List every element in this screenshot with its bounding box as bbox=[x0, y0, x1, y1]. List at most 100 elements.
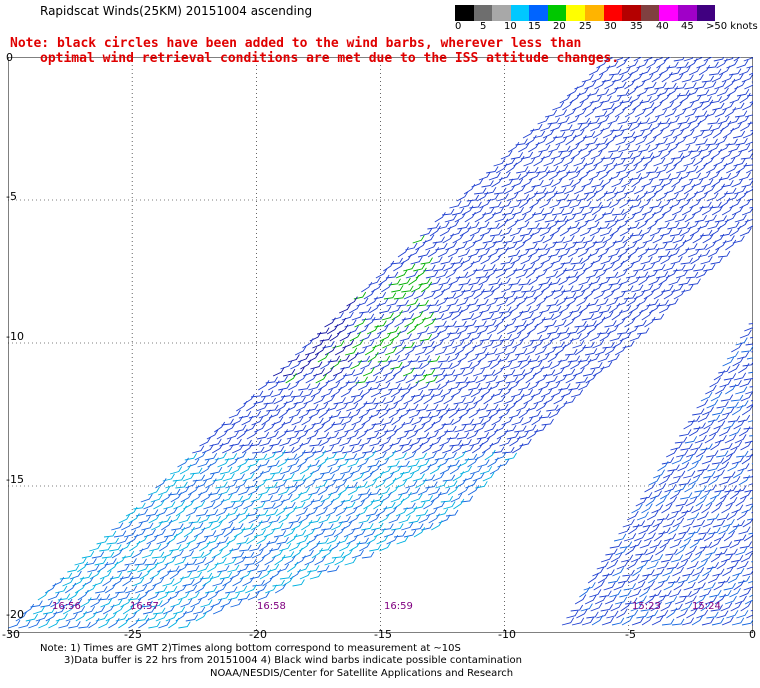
wind-barb bbox=[681, 454, 694, 465]
wind-barb bbox=[480, 361, 493, 370]
wind-barb bbox=[392, 339, 405, 349]
wind-barb bbox=[694, 533, 707, 542]
wind-barb bbox=[702, 518, 715, 528]
colorbar-swatch bbox=[696, 5, 716, 21]
wind-barb bbox=[327, 458, 340, 468]
wind-barb bbox=[401, 285, 414, 293]
wind-barb bbox=[699, 96, 712, 104]
wind-barb bbox=[580, 603, 593, 612]
wind-barb bbox=[285, 373, 297, 384]
wind-barb bbox=[680, 602, 693, 612]
wind-barb bbox=[354, 422, 366, 433]
wind-barb bbox=[736, 450, 749, 458]
wind-barb bbox=[474, 423, 486, 433]
wind-barb bbox=[696, 559, 708, 570]
wind-barb bbox=[686, 560, 699, 570]
wind-barb bbox=[475, 243, 488, 251]
wind-barb bbox=[646, 58, 658, 69]
wind-barb bbox=[457, 352, 469, 363]
wind-barb bbox=[662, 567, 675, 577]
wind-barb bbox=[706, 611, 719, 619]
wind-barb bbox=[237, 486, 250, 496]
wind-barb bbox=[468, 408, 481, 419]
wind-barb bbox=[260, 495, 273, 503]
wind-barb bbox=[484, 212, 496, 223]
colorbar-label: 30 bbox=[604, 21, 617, 32]
colorbar-label: 45 bbox=[681, 21, 694, 32]
wind-barb bbox=[586, 298, 599, 307]
footer-line-1: Note: 1) Times are GMT 2)Times along bot… bbox=[40, 643, 461, 654]
wind-barb bbox=[679, 590, 692, 598]
colorbar-label: 20 bbox=[553, 21, 566, 32]
wind-barb bbox=[67, 590, 79, 601]
wind-barb bbox=[496, 429, 509, 440]
wind-barb bbox=[416, 299, 429, 307]
wind-barb bbox=[317, 352, 330, 363]
wind-barb bbox=[399, 305, 412, 314]
wind-barb bbox=[331, 521, 343, 531]
wind-barb bbox=[431, 415, 443, 426]
wind-barb bbox=[274, 554, 286, 566]
wind-barb bbox=[584, 320, 597, 328]
time-label: 16:58 bbox=[257, 601, 286, 612]
wind-barb bbox=[287, 484, 300, 496]
wind-barb-map bbox=[8, 57, 753, 633]
wind-barb bbox=[212, 474, 226, 482]
wind-barb bbox=[592, 128, 605, 139]
wind-barb bbox=[722, 127, 734, 139]
wind-barb bbox=[690, 602, 703, 612]
wind-barb bbox=[701, 205, 714, 216]
wind-barb bbox=[77, 589, 89, 601]
wind-barb bbox=[748, 323, 753, 325]
wind-barb bbox=[540, 122, 553, 132]
wind-barb bbox=[8, 619, 21, 629]
wind-barb bbox=[515, 269, 528, 279]
wind-barb bbox=[568, 275, 580, 286]
wind-barb bbox=[457, 249, 470, 258]
wind-barb bbox=[659, 199, 671, 209]
wind-barb bbox=[322, 340, 335, 349]
wind-barb bbox=[451, 309, 463, 321]
wind-barb bbox=[677, 117, 690, 125]
wind-barb bbox=[192, 606, 206, 615]
wind-barb bbox=[314, 555, 326, 566]
wind-barb bbox=[538, 381, 551, 391]
wind-barb bbox=[720, 602, 733, 612]
wind-barb bbox=[696, 511, 709, 521]
wind-barb bbox=[445, 375, 458, 384]
wind-barb bbox=[736, 59, 749, 69]
wind-barb bbox=[679, 538, 692, 549]
wind-barb bbox=[175, 584, 187, 594]
wind-barb bbox=[345, 376, 358, 384]
wind-barb bbox=[683, 581, 696, 591]
wind-barb bbox=[405, 270, 418, 279]
wind-barb bbox=[157, 486, 170, 496]
wind-barb bbox=[615, 546, 628, 556]
wind-barb bbox=[343, 527, 356, 538]
wind-barb bbox=[589, 305, 602, 314]
wind-barb bbox=[717, 115, 730, 125]
wind-barb bbox=[437, 487, 451, 496]
wind-barb bbox=[632, 234, 645, 244]
wind-barb bbox=[168, 488, 181, 496]
wind-barb bbox=[633, 264, 646, 272]
wind-barb bbox=[246, 401, 258, 412]
wind-barb bbox=[368, 488, 381, 496]
wind-barb bbox=[650, 601, 662, 612]
wind-barb bbox=[526, 296, 538, 307]
wind-barb bbox=[183, 526, 195, 538]
wind-barb bbox=[245, 584, 257, 594]
wind-barb bbox=[418, 381, 431, 391]
wind-barb bbox=[571, 177, 583, 188]
wind-barb bbox=[700, 443, 713, 451]
wind-barb bbox=[553, 289, 566, 300]
wind-barb bbox=[328, 515, 341, 524]
wind-barb bbox=[518, 407, 530, 419]
wind-barb bbox=[594, 212, 606, 223]
wind-barb bbox=[361, 281, 373, 293]
wind-barb bbox=[333, 499, 345, 510]
wind-barb bbox=[538, 169, 550, 181]
wind-barb bbox=[715, 163, 728, 174]
wind-barb bbox=[422, 340, 435, 349]
wind-barb bbox=[485, 240, 497, 251]
